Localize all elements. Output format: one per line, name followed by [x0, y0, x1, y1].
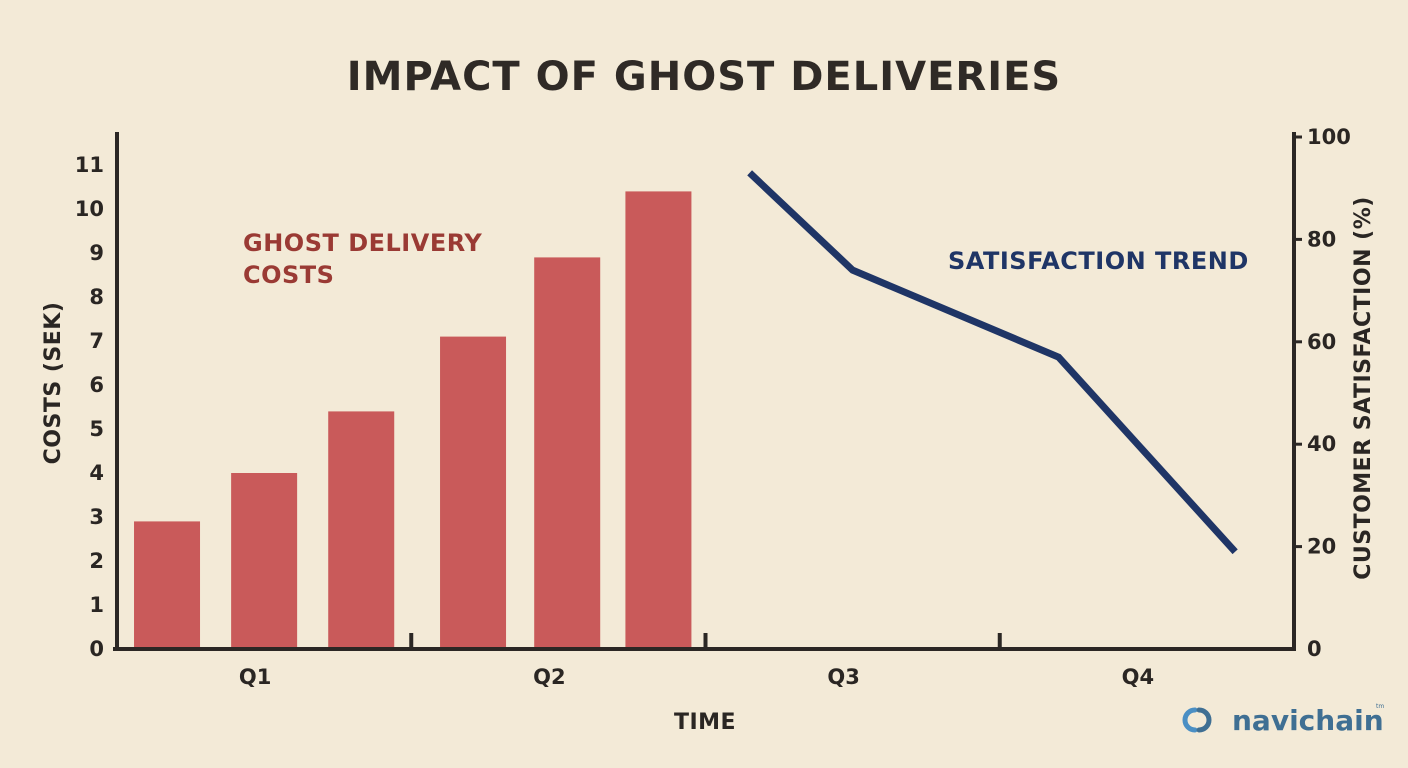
y2-tick-label: 60	[1307, 330, 1336, 354]
y-tick-label: 9	[89, 241, 104, 265]
bar	[134, 521, 201, 649]
y-axis-label: COSTS (SEK)	[41, 302, 66, 465]
bar-series-annotation-line-1: GHOST DELIVERY	[243, 229, 482, 257]
y-tick-label: 8	[89, 285, 104, 309]
satisfaction-trend-line	[747, 170, 1238, 555]
y-tick-label: 2	[89, 549, 104, 573]
bar	[625, 191, 692, 649]
bar	[440, 336, 507, 649]
y2-tick-label: 40	[1307, 432, 1336, 456]
bar-series-annotation-line-2: COSTS	[243, 261, 334, 289]
y2-tick-label: 0	[1307, 637, 1322, 661]
x-axis-label: TIME	[674, 710, 736, 735]
x-tick-label: Q4	[1122, 665, 1154, 689]
bar	[328, 411, 395, 649]
x-tick-label: Q3	[827, 665, 859, 689]
cost-bars	[134, 191, 692, 649]
y2-tick-label: 100	[1307, 125, 1351, 149]
y-tick-label: 0	[89, 637, 104, 661]
chain-link-icon	[1182, 707, 1212, 733]
x-tick-label: Q2	[533, 665, 565, 689]
y-tick-label: 10	[75, 197, 104, 221]
chart-title: IMPACT OF GHOST DELIVERIES	[347, 54, 1061, 100]
line-series-annotation: SATISFACTION TREND	[948, 247, 1249, 275]
x-axis-ticks: Q1 Q2 Q3 Q4	[239, 633, 1154, 689]
left-axis-ticks: 0 1 2 3 4 5 6 7 8 9 10 11	[75, 153, 104, 661]
bar-series-annotation: GHOST DELIVERY COSTS	[243, 229, 491, 289]
right-axis-ticks: 0 20 40 60 80 100	[1294, 125, 1351, 661]
y-tick-label: 3	[89, 505, 104, 529]
y-tick-label: 4	[89, 461, 104, 485]
logo-trademark: tm	[1376, 703, 1384, 710]
y-tick-label: 1	[89, 593, 104, 617]
bar	[231, 473, 298, 649]
y2-tick-label: 80	[1307, 227, 1336, 251]
x-tick-label: Q1	[239, 665, 271, 689]
y-tick-label: 5	[89, 417, 104, 441]
y-tick-label: 6	[89, 373, 104, 397]
navichain-logo: navichain tm	[1182, 703, 1384, 737]
bar	[534, 257, 601, 649]
y-tick-label: 7	[89, 329, 104, 353]
y2-axis-label: CUSTOMER SATISFACTION (%)	[1351, 196, 1376, 580]
logo-wordmark: navichain	[1232, 704, 1384, 737]
y-tick-label: 11	[75, 153, 104, 177]
y2-tick-label: 20	[1307, 535, 1336, 559]
